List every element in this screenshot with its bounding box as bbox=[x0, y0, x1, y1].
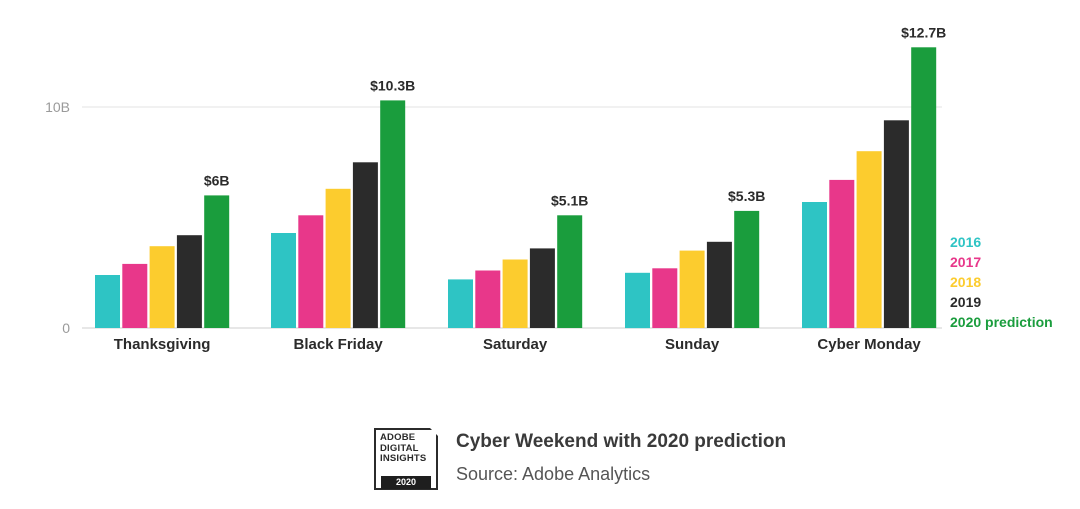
chart-title: Cyber Weekend with 2020 prediction bbox=[456, 431, 787, 452]
x-category-label: Thanksgiving bbox=[114, 336, 211, 353]
bar-thanksgiving-2018 bbox=[149, 246, 175, 328]
bar-black-friday-2017 bbox=[298, 215, 324, 328]
chart-source: Source: Adobe Analytics bbox=[456, 464, 651, 484]
legend-item-2016: 2016 bbox=[950, 234, 982, 250]
bar-chart: 0 10B Thanksgiving $6B Black Friday $10.3B Sat… bbox=[45, 24, 946, 353]
bar-thanksgiving-2017 bbox=[122, 263, 148, 328]
bar-cyber-monday-2017 bbox=[829, 179, 855, 328]
labels: 0 10B Thanksgiving $6B Black Friday $10.3B Sat… bbox=[45, 24, 946, 353]
logo-line-3: INSIGHTS bbox=[380, 453, 427, 464]
legend-item-2018: 2018 bbox=[950, 274, 982, 290]
data-label: $10.3B bbox=[370, 77, 415, 93]
legend-item-2017: 2017 bbox=[950, 254, 982, 270]
bar-cyber-monday-2019 bbox=[883, 120, 909, 328]
bar-saturday-2020 bbox=[557, 215, 583, 328]
logo-text: ADOBE DIGITAL INSIGHTS bbox=[380, 432, 427, 465]
bar-cyber-monday-2016 bbox=[802, 202, 827, 328]
adobe-digital-insights-logo: ADOBE DIGITAL INSIGHTS 2020 bbox=[374, 428, 442, 492]
legend-item-2020: 2020 prediction bbox=[950, 314, 1053, 330]
y-tick-label: 10B bbox=[45, 99, 70, 115]
bar-thanksgiving-2019 bbox=[176, 235, 202, 328]
bar-sunday-2016 bbox=[625, 272, 650, 329]
chart-footer: ADOBE DIGITAL INSIGHTS 2020 Cyber Weeken… bbox=[374, 428, 834, 494]
bar-cyber-monday-2018 bbox=[856, 151, 882, 328]
bar-thanksgiving-2016 bbox=[95, 275, 120, 328]
bar-sunday-2019 bbox=[706, 241, 732, 328]
x-category-label: Black Friday bbox=[293, 336, 383, 353]
x-category-label: Sunday bbox=[665, 336, 720, 353]
bar-black-friday-2018 bbox=[325, 188, 351, 328]
x-category-label: Saturday bbox=[483, 336, 548, 353]
bars bbox=[95, 47, 937, 329]
logo-folded-corner bbox=[430, 428, 442, 440]
logo-year-badge: 2020 bbox=[381, 476, 431, 489]
legend: 2016 2017 2018 2019 2020 prediction bbox=[950, 232, 1075, 332]
bar-sunday-2018 bbox=[679, 250, 705, 328]
bar-cyber-monday-2020 bbox=[911, 47, 937, 329]
bar-black-friday-2016 bbox=[271, 233, 296, 328]
bar-thanksgiving-2020 bbox=[204, 195, 230, 328]
data-label: $5.1B bbox=[551, 192, 588, 208]
logo-line-2: DIGITAL bbox=[380, 442, 419, 454]
y-tick-label: 0 bbox=[62, 320, 70, 336]
bar-saturday-2017 bbox=[475, 270, 501, 328]
bar-black-friday-2019 bbox=[352, 162, 378, 329]
bar-saturday-2019 bbox=[529, 248, 555, 328]
logo-line-1: ADOBE bbox=[380, 432, 416, 443]
data-label: $5.3B bbox=[728, 188, 765, 204]
data-label: $6B bbox=[204, 172, 230, 188]
bar-saturday-2016 bbox=[448, 279, 473, 328]
bar-saturday-2018 bbox=[502, 259, 528, 328]
x-category-label: Cyber Monday bbox=[817, 336, 921, 353]
bar-sunday-2017 bbox=[652, 268, 678, 328]
bar-black-friday-2020 bbox=[380, 100, 406, 329]
legend-item-2019: 2019 bbox=[950, 294, 982, 310]
bar-sunday-2020 bbox=[734, 210, 760, 328]
data-label: $12.7B bbox=[901, 24, 946, 40]
